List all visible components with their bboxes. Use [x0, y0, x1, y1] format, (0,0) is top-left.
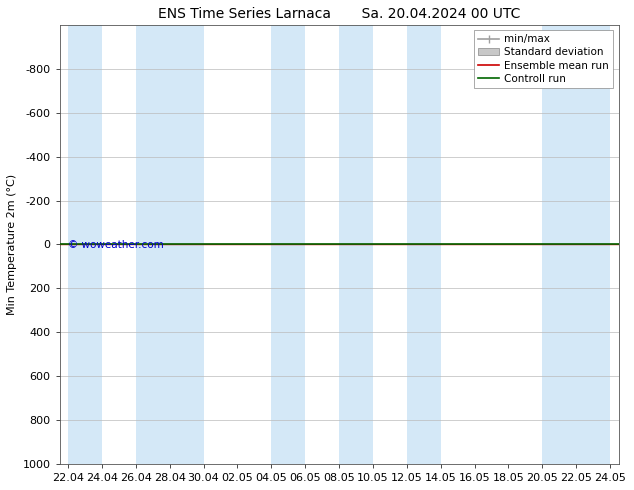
- Bar: [170, 25, 204, 464]
- Y-axis label: Min Temperature 2m (°C): Min Temperature 2m (°C): [7, 174, 17, 315]
- Title: ENS Time Series Larnaca       Sa. 20.04.2024 00 UTC: ENS Time Series Larnaca Sa. 20.04.2024 0…: [158, 7, 521, 21]
- Legend: min/max, Standard deviation, Ensemble mean run, Controll run: min/max, Standard deviation, Ensemble me…: [474, 30, 613, 88]
- Bar: [271, 25, 305, 464]
- Bar: [339, 25, 373, 464]
- Bar: [407, 25, 441, 464]
- Bar: [542, 25, 576, 464]
- Bar: [68, 25, 102, 464]
- Bar: [576, 25, 610, 464]
- Text: © woweather.com: © woweather.com: [68, 240, 164, 250]
- Bar: [136, 25, 170, 464]
